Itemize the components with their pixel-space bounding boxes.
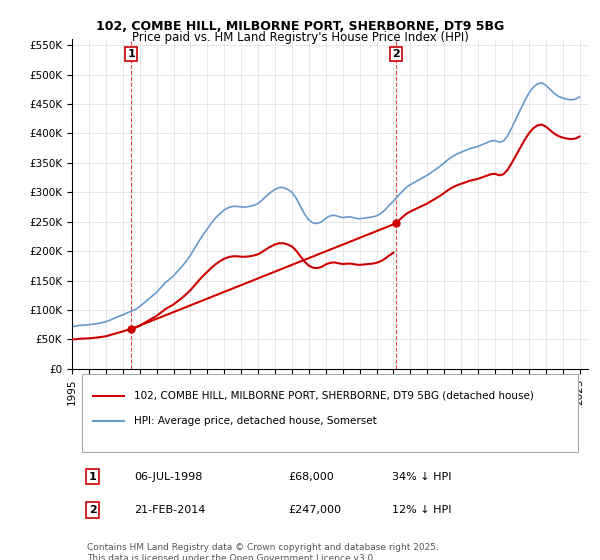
Text: 1: 1	[128, 49, 135, 59]
Text: HPI: Average price, detached house, Somerset: HPI: Average price, detached house, Some…	[134, 416, 377, 426]
Text: Contains HM Land Registry data © Crown copyright and database right 2025.
This d: Contains HM Land Registry data © Crown c…	[88, 543, 439, 560]
Text: 34% ↓ HPI: 34% ↓ HPI	[392, 472, 451, 482]
Text: £247,000: £247,000	[289, 505, 342, 515]
Text: £68,000: £68,000	[289, 472, 334, 482]
Text: 1: 1	[89, 472, 97, 482]
Text: Price paid vs. HM Land Registry's House Price Index (HPI): Price paid vs. HM Land Registry's House …	[131, 31, 469, 44]
Text: 102, COMBE HILL, MILBORNE PORT, SHERBORNE, DT9 5BG (detached house): 102, COMBE HILL, MILBORNE PORT, SHERBORN…	[134, 391, 534, 401]
Text: 06-JUL-1998: 06-JUL-1998	[134, 472, 202, 482]
Bar	[82, 375, 578, 452]
Text: 102, COMBE HILL, MILBORNE PORT, SHERBORNE, DT9 5BG: 102, COMBE HILL, MILBORNE PORT, SHERBORN…	[96, 20, 504, 32]
Text: 12% ↓ HPI: 12% ↓ HPI	[392, 505, 451, 515]
Text: 2: 2	[392, 49, 400, 59]
Text: 2: 2	[89, 505, 97, 515]
Text: 21-FEB-2014: 21-FEB-2014	[134, 505, 205, 515]
